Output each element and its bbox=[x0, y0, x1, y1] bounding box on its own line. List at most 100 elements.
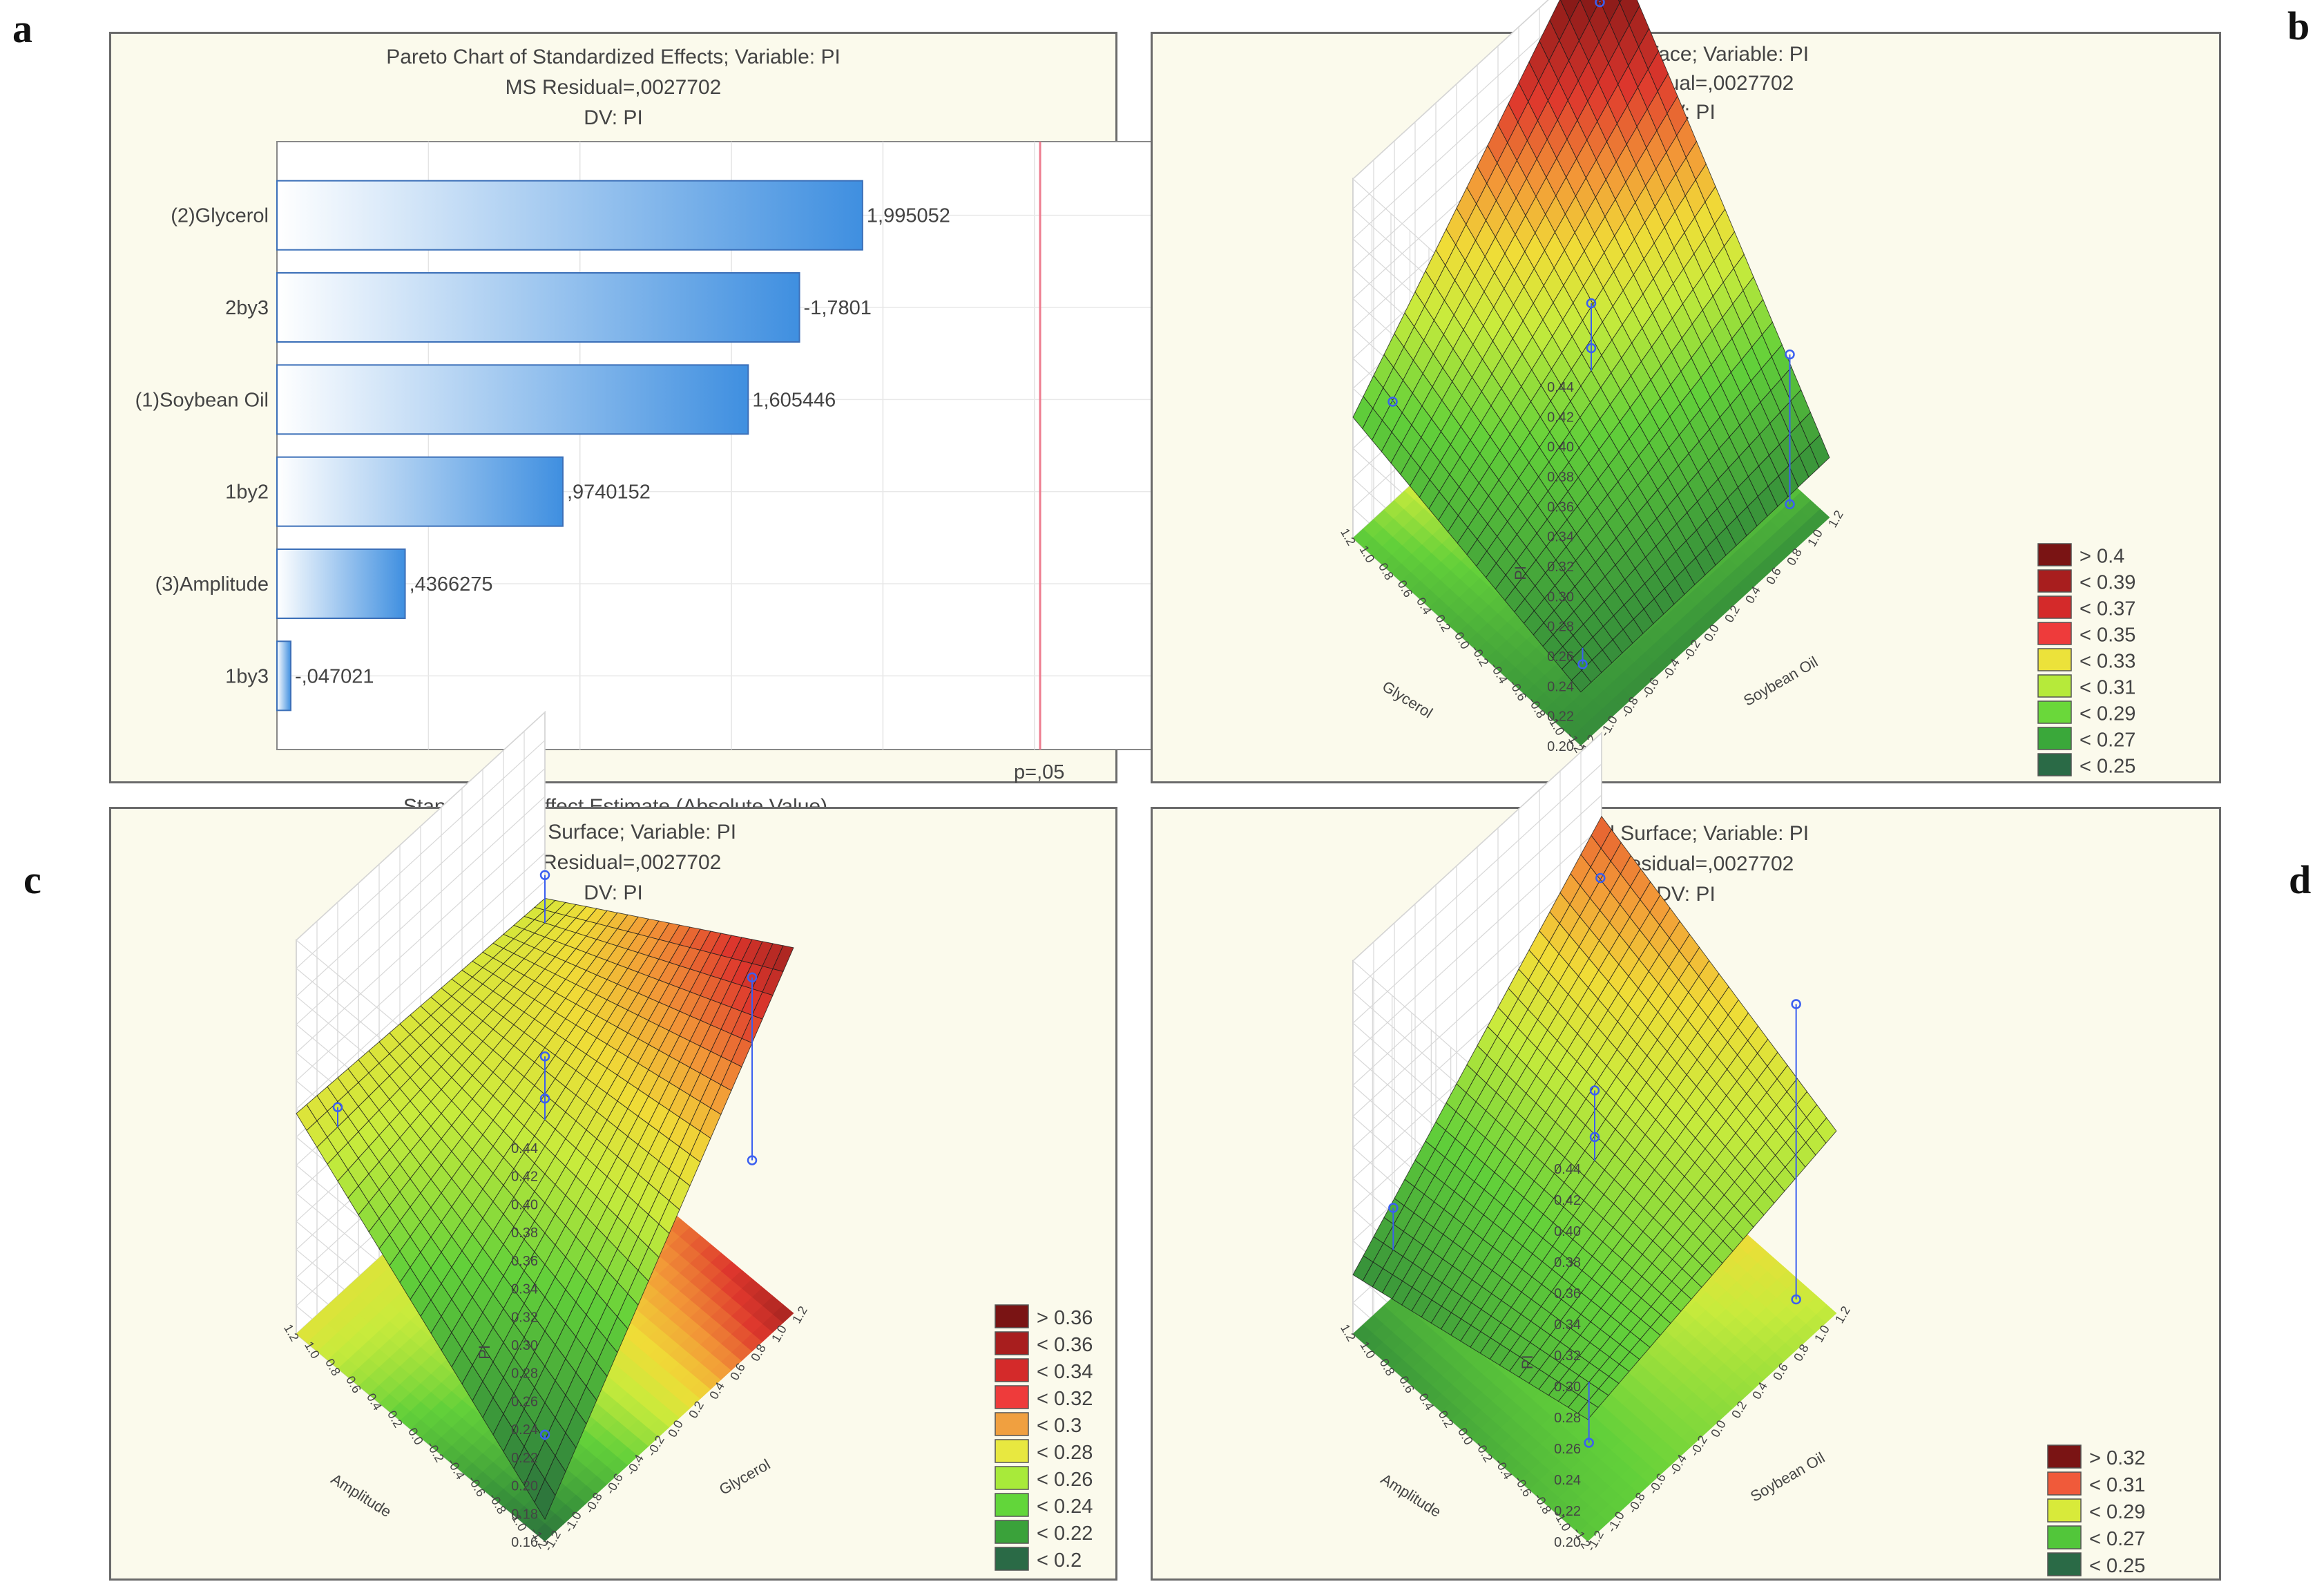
legend-swatch bbox=[2047, 1498, 2082, 1523]
design-point bbox=[1584, 1438, 1594, 1448]
legend-swatch bbox=[2037, 674, 2072, 698]
chart-title-line-3: DV: PI bbox=[584, 106, 643, 129]
design-point bbox=[1589, 1085, 1600, 1096]
legend-swatch bbox=[2037, 569, 2072, 593]
design-point bbox=[1589, 1132, 1600, 1143]
design-point bbox=[539, 1051, 550, 1062]
design-point bbox=[1595, 872, 1606, 884]
z-tick-label: 0.22 bbox=[1554, 1504, 1581, 1519]
z-tick-label: 0.38 bbox=[511, 1225, 538, 1241]
y-axis-label: Amplitude bbox=[1378, 1470, 1444, 1520]
legend-swatch bbox=[2047, 1471, 2082, 1496]
panel-letter-c: c bbox=[23, 857, 41, 902]
legend-label: < 0.2 bbox=[1037, 1549, 1082, 1572]
legend-swatch bbox=[995, 1439, 1029, 1463]
z-tick-label: 0.30 bbox=[1554, 1380, 1581, 1395]
z-tick-label: 0.18 bbox=[511, 1507, 538, 1522]
z-tick-label: 0.28 bbox=[1547, 620, 1574, 635]
z-tick-label: 0.20 bbox=[511, 1479, 538, 1494]
value-label: 1,605446 bbox=[752, 389, 836, 411]
legend-label: < 0.26 bbox=[1037, 1469, 1093, 1491]
z-tick-label: 0.40 bbox=[1547, 440, 1574, 455]
z-tick-label: 0.34 bbox=[1547, 530, 1574, 545]
surface-panel-b: Fitted Surface; Variable: PI MS Residual… bbox=[1151, 0, 2221, 783]
surface-panel-d: Fitted Surface; Variable: PI MS Residual… bbox=[1151, 732, 2221, 1581]
surface-cell bbox=[1809, 434, 1830, 468]
legend-label: < 0.27 bbox=[2089, 1528, 2145, 1550]
category-label: (1)Soybean Oil bbox=[135, 389, 269, 411]
panel-letter-a: a bbox=[12, 6, 32, 51]
design-point bbox=[1791, 999, 1801, 1009]
design-point bbox=[1791, 1294, 1801, 1305]
legend-label: < 0.3 bbox=[1037, 1415, 1082, 1437]
legend-label: < 0.31 bbox=[2089, 1474, 2145, 1496]
design-point bbox=[539, 870, 550, 880]
legend-label: < 0.22 bbox=[1037, 1523, 1093, 1545]
legend-label: > 0.36 bbox=[1037, 1307, 1093, 1329]
surface-plot-b-svg: 0.20 0.22 0.24 0.26 0.28 0.30 0.32 0.34 0.36 0.38… bbox=[1338, 0, 2135, 777]
z-axis-label: PI bbox=[1519, 1355, 1536, 1369]
legend-label: > 0.4 bbox=[2080, 545, 2124, 567]
z-tick-label: 0.26 bbox=[1547, 649, 1574, 665]
legend-swatch bbox=[2037, 700, 2072, 724]
legend-swatch bbox=[2037, 753, 2072, 776]
value-label: ,4366275 bbox=[410, 573, 493, 595]
value-label: -,047021 bbox=[295, 665, 374, 687]
x-tick-label: 1.2 bbox=[789, 1304, 810, 1326]
z-tick-label: 0.36 bbox=[1554, 1286, 1581, 1301]
pareto-chart-svg: (2)Glycerol 1,995052 2by3 -1,7801 (1)Soybean… bbox=[135, 141, 1217, 818]
z-tick-label: 0.20 bbox=[1554, 1535, 1581, 1550]
legend-label: < 0.39 bbox=[2080, 571, 2135, 593]
z-tick-label: 0.44 bbox=[1554, 1162, 1581, 1177]
z-tick-label: 0.24 bbox=[1547, 679, 1574, 694]
z-tick-label: 0.32 bbox=[1547, 560, 1574, 575]
design-point bbox=[1586, 343, 1597, 354]
z-tick-label: 0.36 bbox=[1547, 499, 1574, 515]
pareto-chart-panel: Pareto Chart of Standardized Effects; Va… bbox=[109, 32, 1217, 818]
category-label: (2)Glycerol bbox=[171, 205, 269, 227]
legend-label: < 0.28 bbox=[1037, 1442, 1093, 1464]
design-point bbox=[1577, 659, 1588, 669]
z-tick-label: 0.34 bbox=[1554, 1317, 1581, 1333]
pareto-bar bbox=[276, 456, 564, 527]
z-tick-label: 0.26 bbox=[1554, 1442, 1581, 1457]
chart-title-line-2: MS Residual=,0027702 bbox=[505, 76, 722, 99]
pareto-bar bbox=[276, 364, 749, 435]
legend-label: < 0.31 bbox=[2080, 676, 2135, 698]
z-tick-label: 0.24 bbox=[511, 1422, 538, 1438]
surface-plot-d-svg: 0.20 0.22 0.24 0.26 0.28 0.30 0.32 0.34 0.36 0.38… bbox=[1338, 732, 2145, 1577]
z-tick-label: 0.20 bbox=[1547, 739, 1574, 754]
design-point bbox=[1388, 1203, 1399, 1213]
legend-label: < 0.29 bbox=[2089, 1501, 2145, 1523]
x-tick-label: 1.2 bbox=[1832, 1304, 1853, 1326]
x-tick-label: 1.2 bbox=[1825, 508, 1846, 530]
legend-swatch bbox=[995, 1493, 1029, 1517]
z-tick-label: 0.26 bbox=[511, 1394, 538, 1409]
legend-label: < 0.36 bbox=[1037, 1334, 1093, 1356]
z-tick-label: 0.24 bbox=[1554, 1473, 1581, 1488]
z-tick-label: 0.16 bbox=[511, 1535, 538, 1550]
z-axis-label: PI bbox=[476, 1345, 493, 1360]
z-tick-label: 0.22 bbox=[1547, 709, 1574, 725]
legend-swatch bbox=[995, 1358, 1029, 1382]
legend-label: < 0.33 bbox=[2080, 650, 2135, 672]
legend-label: < 0.25 bbox=[2080, 755, 2135, 777]
z-tick-label: 0.38 bbox=[1547, 470, 1574, 485]
legend-swatch bbox=[2047, 1552, 2082, 1576]
legend-label: < 0.34 bbox=[1037, 1361, 1093, 1383]
design-point bbox=[1785, 349, 1795, 360]
x-axis-label: Glycerol bbox=[716, 1456, 773, 1498]
design-point bbox=[539, 1094, 550, 1104]
panel-letter-b: b bbox=[2287, 3, 2310, 48]
z-tick-label: 0.42 bbox=[511, 1170, 538, 1185]
z-tick-label: 0.38 bbox=[1554, 1255, 1581, 1270]
legend-label: < 0.27 bbox=[2080, 729, 2135, 751]
z-tick-label: 0.36 bbox=[511, 1254, 538, 1269]
surface-cell bbox=[1816, 1117, 1837, 1144]
pareto-bar bbox=[276, 180, 863, 251]
y-axis-label: Amplitude bbox=[328, 1470, 394, 1520]
z-tick-label: 0.40 bbox=[1554, 1224, 1581, 1239]
legend-swatch bbox=[2037, 727, 2072, 750]
significance-label: p=,05 bbox=[1014, 761, 1064, 783]
z-tick-label: 0.44 bbox=[1547, 380, 1574, 395]
